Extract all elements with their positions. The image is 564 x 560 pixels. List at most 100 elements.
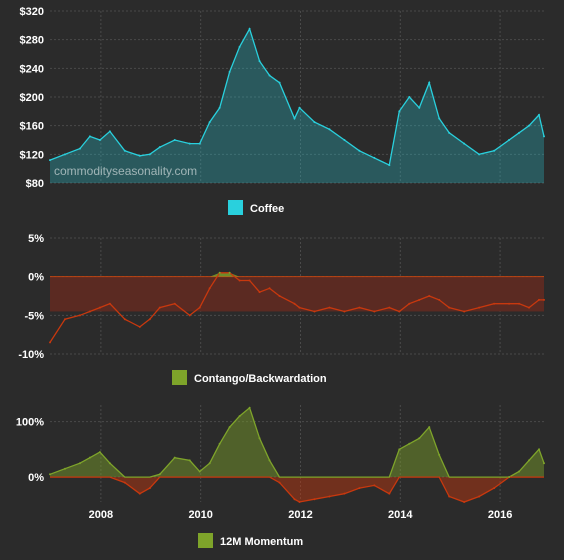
momentum-point <box>298 501 301 503</box>
momentum-point <box>238 415 241 418</box>
coffee-point <box>298 106 301 109</box>
contango-point <box>248 279 251 282</box>
momentum-point <box>373 484 376 487</box>
coffee-point <box>78 147 81 150</box>
contango-point <box>408 302 411 305</box>
momentum-point <box>78 462 81 465</box>
contango-point <box>108 302 111 305</box>
momentum-point <box>63 467 66 470</box>
momentum-point <box>49 473 51 476</box>
coffee-point <box>188 142 191 145</box>
legend-label: 12M Momentum <box>220 536 303 548</box>
y-tick-label: $320 <box>20 6 44 18</box>
momentum-point <box>248 406 251 409</box>
coffee-point <box>438 117 441 120</box>
contango-point <box>398 310 401 313</box>
y-tick-label: 100% <box>16 417 44 429</box>
coffee-point <box>538 113 541 116</box>
contango-point <box>258 291 261 294</box>
momentum-point <box>343 492 346 495</box>
y-tick-label: 0% <box>28 472 44 484</box>
momentum-point <box>198 470 201 473</box>
coffee-point <box>518 131 521 134</box>
coffee-point <box>543 135 545 138</box>
contango-point <box>388 306 391 309</box>
contango-point <box>158 306 161 309</box>
contango-point <box>298 306 301 309</box>
contango-point <box>148 318 151 321</box>
contango-point <box>63 318 66 321</box>
momentum-point <box>313 498 316 501</box>
x-tick-label: 2012 <box>288 509 312 521</box>
y-tick-label: 0% <box>28 272 44 284</box>
y-tick-label: -5% <box>24 310 44 322</box>
contango-point <box>278 295 281 297</box>
momentum-point <box>158 473 161 476</box>
contango-point <box>138 325 141 328</box>
coffee-point <box>408 96 411 98</box>
coffee-point <box>98 139 101 141</box>
coffee-point <box>398 110 401 113</box>
momentum-point <box>188 459 191 462</box>
momentum-point <box>328 495 331 498</box>
contango-point <box>343 310 346 313</box>
contango-point <box>188 314 191 317</box>
y-tick-label: $200 <box>20 92 44 104</box>
coffee-point <box>418 106 421 109</box>
y-tick-label: $120 <box>20 149 44 161</box>
coffee-point <box>148 153 151 156</box>
momentum-point <box>173 456 176 459</box>
momentum-point <box>138 492 141 495</box>
contango-point <box>238 279 241 282</box>
contango-point <box>78 314 81 317</box>
momentum-positive-line <box>49 406 545 478</box>
momentum-point <box>108 462 111 465</box>
contango-point <box>478 306 481 309</box>
momentum-panel: 0% 100% 12M Momentum <box>16 405 545 548</box>
momentum-point <box>448 495 451 498</box>
coffee-point <box>448 131 451 134</box>
backwardation-area <box>50 272 544 277</box>
momentum-point <box>228 426 231 429</box>
coffee-point <box>528 124 531 127</box>
contango-point <box>463 310 466 313</box>
momentum-point <box>148 487 151 490</box>
legend-swatch <box>228 200 243 215</box>
legend-label: Contango/Backwardation <box>194 373 327 385</box>
momentum-point <box>208 462 211 465</box>
contango-point <box>293 302 296 305</box>
x-tick-label: 2010 <box>188 509 212 521</box>
momentum-point <box>98 451 101 454</box>
coffee-point <box>88 135 91 138</box>
contango-point <box>268 287 271 290</box>
x-tick-label: 2008 <box>89 509 113 521</box>
momentum-point <box>418 437 421 440</box>
momentum-point <box>408 442 411 445</box>
coffee-point <box>198 142 201 145</box>
coffee-point <box>123 149 126 152</box>
contango-point <box>528 306 531 309</box>
x-tick-label: 2014 <box>388 509 413 521</box>
momentum-point <box>278 481 281 484</box>
momentum-point <box>88 456 91 459</box>
contango-point <box>198 306 201 309</box>
coffee-point <box>238 45 241 48</box>
momentum-point <box>398 448 401 451</box>
coffee-point <box>218 106 221 109</box>
contango-point <box>123 318 126 321</box>
momentum-point <box>508 476 511 479</box>
momentum-point <box>388 492 391 495</box>
momentum-point <box>438 453 441 456</box>
y-tick-label: $280 <box>20 35 44 47</box>
momentum-positive-area <box>50 407 544 478</box>
contango-point <box>543 298 545 301</box>
coffee-point <box>328 128 331 131</box>
contango-point <box>418 298 421 301</box>
contango-point <box>373 310 376 313</box>
contango-point <box>358 306 361 309</box>
coffee-point <box>313 121 316 124</box>
coffee-point <box>248 27 251 30</box>
momentum-point <box>268 459 271 462</box>
coffee-point <box>358 149 361 152</box>
